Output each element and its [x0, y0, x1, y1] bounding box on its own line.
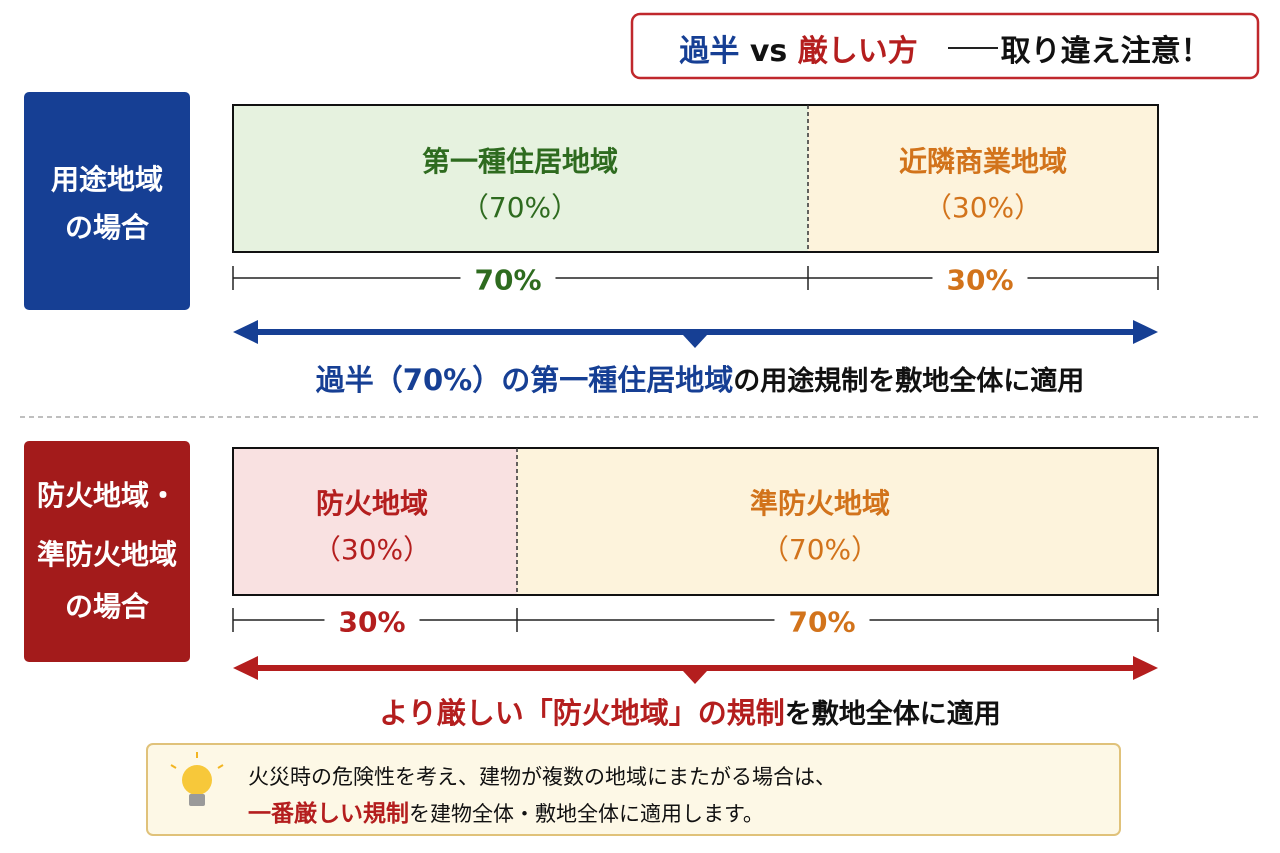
section-label: の場合: [64, 590, 150, 623]
dimension-label: 70%: [460, 263, 556, 297]
dimension-label: 30%: [932, 263, 1028, 297]
zone-fill: [233, 105, 808, 252]
bulb-icon: [170, 752, 224, 806]
note-text: を建物全体・敷地全体に適用します。: [409, 802, 764, 826]
bar-outline: [232, 447, 1159, 596]
zone-fill: [808, 105, 1158, 252]
note-line: 火災時の危険性を考え、建物が複数の地域にまたがる場合は、: [248, 765, 836, 789]
note-line: 一番厳しい規制を建物全体・敷地全体に適用します。: [248, 794, 764, 828]
header-text: vs: [749, 34, 788, 69]
conclusion-highlight: 過半（70%）の第一種住居地域: [315, 363, 734, 397]
zone-share: （30%）: [312, 533, 432, 566]
header-box: [630, 12, 1260, 80]
zone-fill: [233, 448, 517, 595]
section-label: 準防火地域: [36, 538, 178, 571]
arrow: [233, 656, 1158, 684]
use-label-box: [24, 92, 190, 310]
conclusion: より厳しい「防火地域」の規制を敷地全体に適用: [379, 690, 1000, 732]
bar-outline: [232, 104, 1159, 253]
zone-fill: [517, 448, 1158, 595]
header: 過半 vs 厳しい方 取り違え注意！: [679, 26, 1210, 70]
section-label: の場合: [64, 211, 150, 244]
zone-share: （70%）: [460, 191, 580, 224]
zone-name: 準防火地域: [749, 487, 891, 520]
note-highlight: 一番厳しい規制: [248, 801, 409, 827]
conclusion: 過半（70%）の第一種住居地域の用途規制を敷地全体に適用: [316, 357, 1084, 399]
conclusion-highlight: より厳しい「防火地域」の規制: [379, 696, 785, 730]
zone-share: （30%）: [923, 191, 1043, 224]
conclusion-text: の用途規制を敷地全体に適用: [733, 366, 1085, 397]
fire-label-box: [24, 441, 190, 662]
header-text: 取り違え注意！: [1000, 34, 1211, 69]
arrow: [233, 320, 1158, 348]
zone-name: 防火地域: [315, 487, 429, 520]
header-text: 厳しい方: [797, 34, 918, 69]
note-box: [146, 743, 1121, 836]
dimension-label: 70%: [774, 605, 870, 639]
section-label: 用途地域: [50, 163, 164, 196]
conclusion-text: を敷地全体に適用: [784, 699, 1001, 730]
zone-name: 近隣商業地域: [898, 145, 1068, 178]
header-text: 過半: [679, 34, 740, 69]
zone-share: （70%）: [760, 533, 880, 566]
section-label: 防火地域・: [36, 479, 178, 512]
dimension-label: 30%: [324, 605, 420, 639]
zone-name: 第一種住居地域: [421, 145, 619, 178]
